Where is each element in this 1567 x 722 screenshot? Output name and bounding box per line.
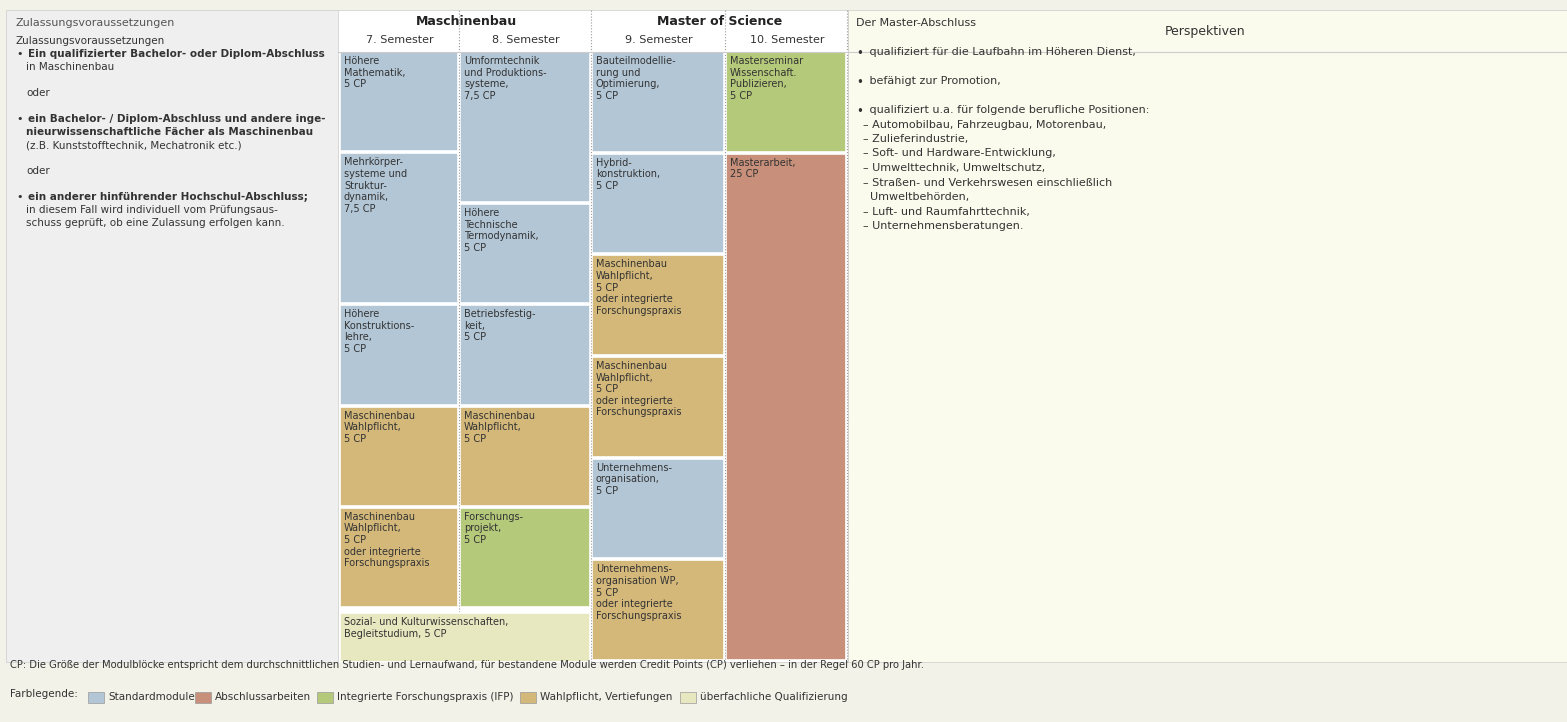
Text: Standardmodule: Standardmodule xyxy=(108,692,194,702)
Bar xyxy=(461,508,591,607)
Text: Maschinenbau
Wahlpflicht,
5 CP
oder integrierte
Forschungspraxis: Maschinenbau Wahlpflicht, 5 CP oder inte… xyxy=(595,259,682,316)
Text: – Zulieferindustrie,: – Zulieferindustrie, xyxy=(856,134,968,144)
Text: Maschinenbau
Wahlpflicht,
5 CP: Maschinenbau Wahlpflicht, 5 CP xyxy=(464,411,534,444)
Bar xyxy=(6,10,340,662)
Text: Betriebsfestig-
keit,
5 CP: Betriebsfestig- keit, 5 CP xyxy=(464,309,536,342)
Text: befähigt zur Promotion,: befähigt zur Promotion, xyxy=(867,76,1001,86)
Text: – Soft- und Hardware-Entwicklung,: – Soft- und Hardware-Entwicklung, xyxy=(856,149,1056,159)
Text: Maschinenbau
Wahlpflicht,
5 CP
oder integrierte
Forschungspraxis: Maschinenbau Wahlpflicht, 5 CP oder inte… xyxy=(595,361,682,417)
Text: Forschungs-
projekt,
5 CP: Forschungs- projekt, 5 CP xyxy=(464,512,523,545)
Bar xyxy=(592,154,724,253)
Text: CP: Die Größe der Modulblöcke entspricht dem durchschnittlichen Studien- und Ler: CP: Die Größe der Modulblöcke entspricht… xyxy=(9,660,925,670)
Text: •: • xyxy=(16,192,22,202)
Text: Der Master-Abschluss: Der Master-Abschluss xyxy=(856,18,976,28)
Bar xyxy=(340,305,458,404)
Text: oder: oder xyxy=(27,166,50,176)
Text: Maschinenbau
Wahlpflicht,
5 CP: Maschinenbau Wahlpflicht, 5 CP xyxy=(345,411,415,444)
Bar xyxy=(340,406,458,506)
Text: 8. Semester: 8. Semester xyxy=(492,35,559,45)
Text: 9. Semester: 9. Semester xyxy=(625,35,693,45)
Bar xyxy=(88,692,103,703)
Text: in diesem Fall wird individuell vom Prüfungsaus-: in diesem Fall wird individuell vom Prüf… xyxy=(27,205,277,215)
Text: ein Bachelor- / Diplom-Abschluss und andere inge-: ein Bachelor- / Diplom-Abschluss und and… xyxy=(28,114,326,124)
Text: Integrierte Forschungspraxis (IFP): Integrierte Forschungspraxis (IFP) xyxy=(337,692,514,702)
Text: qualifiziert u.a. für folgende berufliche Positionen:: qualifiziert u.a. für folgende beruflich… xyxy=(867,105,1149,115)
Bar xyxy=(592,52,724,152)
Bar xyxy=(592,357,724,457)
Text: Wahlpflicht, Vertiefungen: Wahlpflicht, Vertiefungen xyxy=(541,692,672,702)
Text: Umformtechnik
und Produktions-
systeme,
7,5 CP: Umformtechnik und Produktions- systeme, … xyxy=(464,56,547,101)
Text: Unternehmens-
organisation,
5 CP: Unternehmens- organisation, 5 CP xyxy=(595,463,672,496)
Text: qualifiziert für die Laufbahn im Höheren Dienst,: qualifiziert für die Laufbahn im Höheren… xyxy=(867,47,1136,57)
Text: Umweltbehörden,: Umweltbehörden, xyxy=(856,192,970,202)
Text: Farblegende:: Farblegende: xyxy=(9,689,78,699)
Text: Masterseminar
Wissenschaft.
Publizieren,
5 CP: Masterseminar Wissenschaft. Publizieren,… xyxy=(730,56,804,101)
Text: Bauteilmodellie-
rung und
Optimierung,
5 CP: Bauteilmodellie- rung und Optimierung, 5… xyxy=(595,56,675,101)
Bar xyxy=(680,692,696,703)
Text: Maschinenbau: Maschinenbau xyxy=(415,15,517,28)
Text: – Unternehmensberatungen.: – Unternehmensberatungen. xyxy=(856,221,1023,231)
Text: 7. Semester: 7. Semester xyxy=(367,35,434,45)
Bar xyxy=(726,154,846,660)
Text: Hybrid-
konstruktion,
5 CP: Hybrid- konstruktion, 5 CP xyxy=(595,157,660,191)
Text: Sozial- und Kulturwissenschaften,
Begleitstudium, 5 CP: Sozial- und Kulturwissenschaften, Beglei… xyxy=(345,617,508,639)
Bar xyxy=(338,10,848,662)
Bar xyxy=(461,204,591,303)
Text: Höhere
Mathematik,
5 CP: Höhere Mathematik, 5 CP xyxy=(345,56,406,90)
Text: oder: oder xyxy=(27,88,50,98)
Text: •: • xyxy=(856,76,863,89)
Bar xyxy=(461,305,591,404)
Text: Zulassungsvoraussetzungen: Zulassungsvoraussetzungen xyxy=(16,18,176,28)
Text: Abschlussarbeiten: Abschlussarbeiten xyxy=(215,692,312,702)
Text: •: • xyxy=(16,114,22,124)
Text: Maschinenbau
Wahlpflicht,
5 CP
oder integrierte
Forschungspraxis: Maschinenbau Wahlpflicht, 5 CP oder inte… xyxy=(345,512,429,568)
Bar xyxy=(520,692,536,703)
Text: •: • xyxy=(16,49,22,59)
Bar xyxy=(340,613,591,662)
Text: Zulassungsvoraussetzungen: Zulassungsvoraussetzungen xyxy=(16,36,165,46)
Bar xyxy=(340,508,458,607)
Text: (z.B. Kunststofftechnik, Mechatronik etc.): (z.B. Kunststofftechnik, Mechatronik etc… xyxy=(27,140,241,150)
Bar xyxy=(196,692,212,703)
Text: 10. Semester: 10. Semester xyxy=(749,35,824,45)
Bar xyxy=(461,406,591,506)
Text: – Automobilbau, Fahrzeugbau, Motorenbau,: – Automobilbau, Fahrzeugbau, Motorenbau, xyxy=(856,120,1106,129)
Text: schuss geprüft, ob eine Zulassung erfolgen kann.: schuss geprüft, ob eine Zulassung erfolg… xyxy=(27,218,285,228)
Text: •: • xyxy=(856,47,863,60)
Text: •: • xyxy=(856,105,863,118)
Bar xyxy=(592,458,724,558)
Bar xyxy=(848,10,1567,662)
Bar xyxy=(340,52,458,152)
Text: Mehrkörper-
systeme und
Struktur-
dynamik,
7,5 CP: Mehrkörper- systeme und Struktur- dynami… xyxy=(345,157,407,214)
Bar xyxy=(726,52,846,152)
Text: Perspektiven: Perspektiven xyxy=(1166,25,1246,38)
Text: – Straßen- und Verkehrswesen einschließlich: – Straßen- und Verkehrswesen einschließl… xyxy=(856,178,1113,188)
Text: überfachliche Qualifizierung: überfachliche Qualifizierung xyxy=(700,692,848,702)
Bar xyxy=(592,560,724,660)
Text: ein anderer hinführender Hochschul-Abschluss;: ein anderer hinführender Hochschul-Absch… xyxy=(28,192,307,202)
Text: – Luft- und Raumfahrttechnik,: – Luft- und Raumfahrttechnik, xyxy=(856,206,1030,217)
Text: Höhere
Technische
Termodynamik,
5 CP: Höhere Technische Termodynamik, 5 CP xyxy=(464,208,539,253)
Bar xyxy=(461,52,591,202)
Text: Höhere
Konstruktions-
lehre,
5 CP: Höhere Konstruktions- lehre, 5 CP xyxy=(345,309,414,354)
Text: Unternehmens-
organisation WP,
5 CP
oder integrierte
Forschungspraxis: Unternehmens- organisation WP, 5 CP oder… xyxy=(595,565,682,621)
Text: Ein qualifizierter Bachelor- oder Diplom-Abschluss: Ein qualifizierter Bachelor- oder Diplom… xyxy=(28,49,324,59)
Text: Masterarbeit,
25 CP: Masterarbeit, 25 CP xyxy=(730,157,796,179)
Text: Master of Science: Master of Science xyxy=(658,15,782,28)
Bar xyxy=(340,153,458,303)
Text: nieurwissenschaftliche Fächer als Maschinenbau: nieurwissenschaftliche Fächer als Maschi… xyxy=(27,127,313,137)
Text: – Umwelttechnik, Umweltschutz,: – Umwelttechnik, Umweltschutz, xyxy=(856,163,1045,173)
Bar xyxy=(317,692,332,703)
Text: in Maschinenbau: in Maschinenbau xyxy=(27,62,114,72)
Bar xyxy=(592,256,724,355)
